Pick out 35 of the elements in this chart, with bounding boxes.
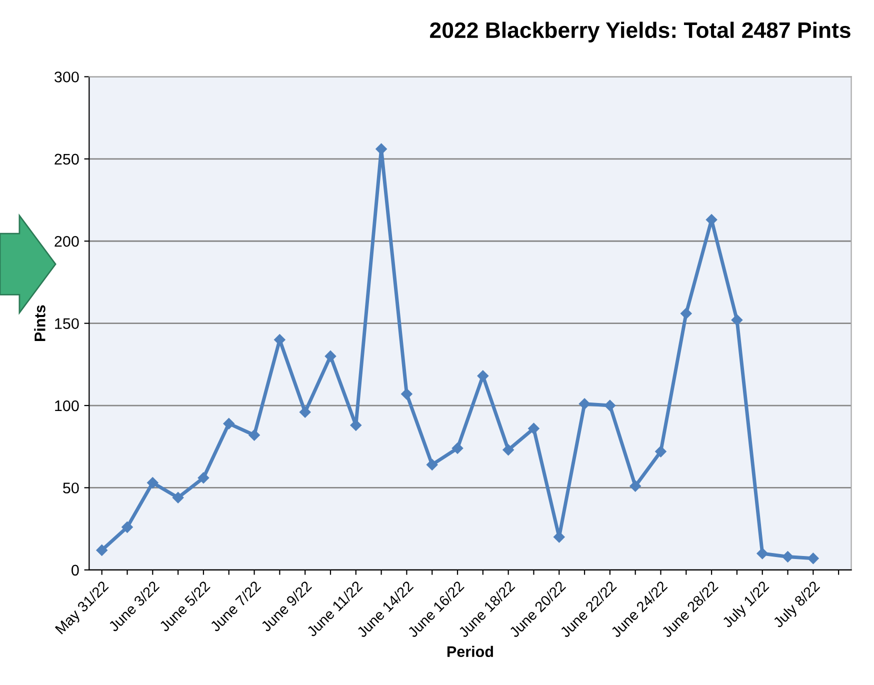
y-tick-label: 100 xyxy=(55,400,79,412)
point xyxy=(452,442,464,454)
y-axis-title: Pints xyxy=(34,305,46,341)
y-tick-label: 150 xyxy=(55,318,79,330)
x-tick-label: July 8/22 xyxy=(772,580,822,630)
y-tick-label: 300 xyxy=(54,72,79,82)
y-tick-label: 200 xyxy=(54,236,79,247)
point xyxy=(604,400,616,412)
point xyxy=(630,480,641,492)
point xyxy=(502,444,514,456)
point xyxy=(122,522,133,533)
chart-title: 2022 Blackberry Yields: Total 2487 Pints xyxy=(430,22,850,42)
point xyxy=(477,370,489,382)
y-tick-label: 50 xyxy=(63,482,79,494)
point xyxy=(528,422,540,434)
point xyxy=(731,314,743,326)
point xyxy=(782,551,794,562)
x-axis-title: Period xyxy=(447,646,493,658)
point xyxy=(299,406,311,418)
point xyxy=(578,398,590,410)
y-tick-label: 0 xyxy=(72,564,79,576)
point xyxy=(655,446,666,458)
point xyxy=(324,350,336,362)
point xyxy=(808,552,819,564)
point xyxy=(198,472,210,484)
point xyxy=(223,418,234,430)
point xyxy=(96,544,108,556)
point xyxy=(172,492,184,504)
y-tick-label: 250 xyxy=(54,154,79,165)
point xyxy=(756,548,768,560)
point xyxy=(426,459,438,470)
point xyxy=(147,477,158,488)
point xyxy=(248,430,260,441)
point xyxy=(401,388,412,400)
point xyxy=(680,308,692,320)
